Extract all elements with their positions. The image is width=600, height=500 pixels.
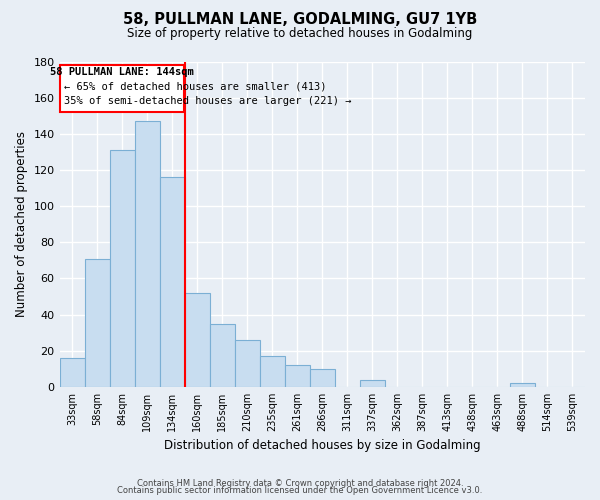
X-axis label: Distribution of detached houses by size in Godalming: Distribution of detached houses by size … xyxy=(164,440,481,452)
Y-axis label: Number of detached properties: Number of detached properties xyxy=(15,131,28,317)
Bar xyxy=(209,324,235,387)
Text: 58, PULLMAN LANE, GODALMING, GU7 1YB: 58, PULLMAN LANE, GODALMING, GU7 1YB xyxy=(123,12,477,28)
Bar xyxy=(185,293,209,387)
Bar xyxy=(360,380,385,387)
Bar xyxy=(235,340,260,387)
Text: Contains HM Land Registry data © Crown copyright and database right 2024.: Contains HM Land Registry data © Crown c… xyxy=(137,478,463,488)
Bar xyxy=(310,369,335,387)
Text: 35% of semi-detached houses are larger (221) →: 35% of semi-detached houses are larger (… xyxy=(64,96,351,106)
Bar xyxy=(60,65,184,112)
Text: Contains public sector information licensed under the Open Government Licence v3: Contains public sector information licen… xyxy=(118,486,482,495)
Bar xyxy=(134,121,160,387)
Bar xyxy=(260,356,285,387)
Bar xyxy=(110,150,134,387)
Bar xyxy=(85,258,110,387)
Bar xyxy=(285,365,310,387)
Bar xyxy=(59,358,85,387)
Text: ← 65% of detached houses are smaller (413): ← 65% of detached houses are smaller (41… xyxy=(64,82,326,92)
Bar xyxy=(160,177,185,387)
Text: Size of property relative to detached houses in Godalming: Size of property relative to detached ho… xyxy=(127,28,473,40)
Text: 58 PULLMAN LANE: 144sqm: 58 PULLMAN LANE: 144sqm xyxy=(50,67,194,77)
Bar xyxy=(510,384,535,387)
